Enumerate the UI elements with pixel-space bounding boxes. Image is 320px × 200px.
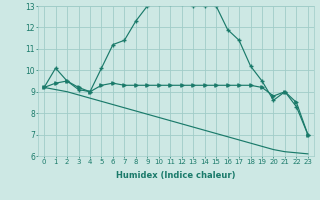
X-axis label: Humidex (Indice chaleur): Humidex (Indice chaleur) — [116, 171, 236, 180]
